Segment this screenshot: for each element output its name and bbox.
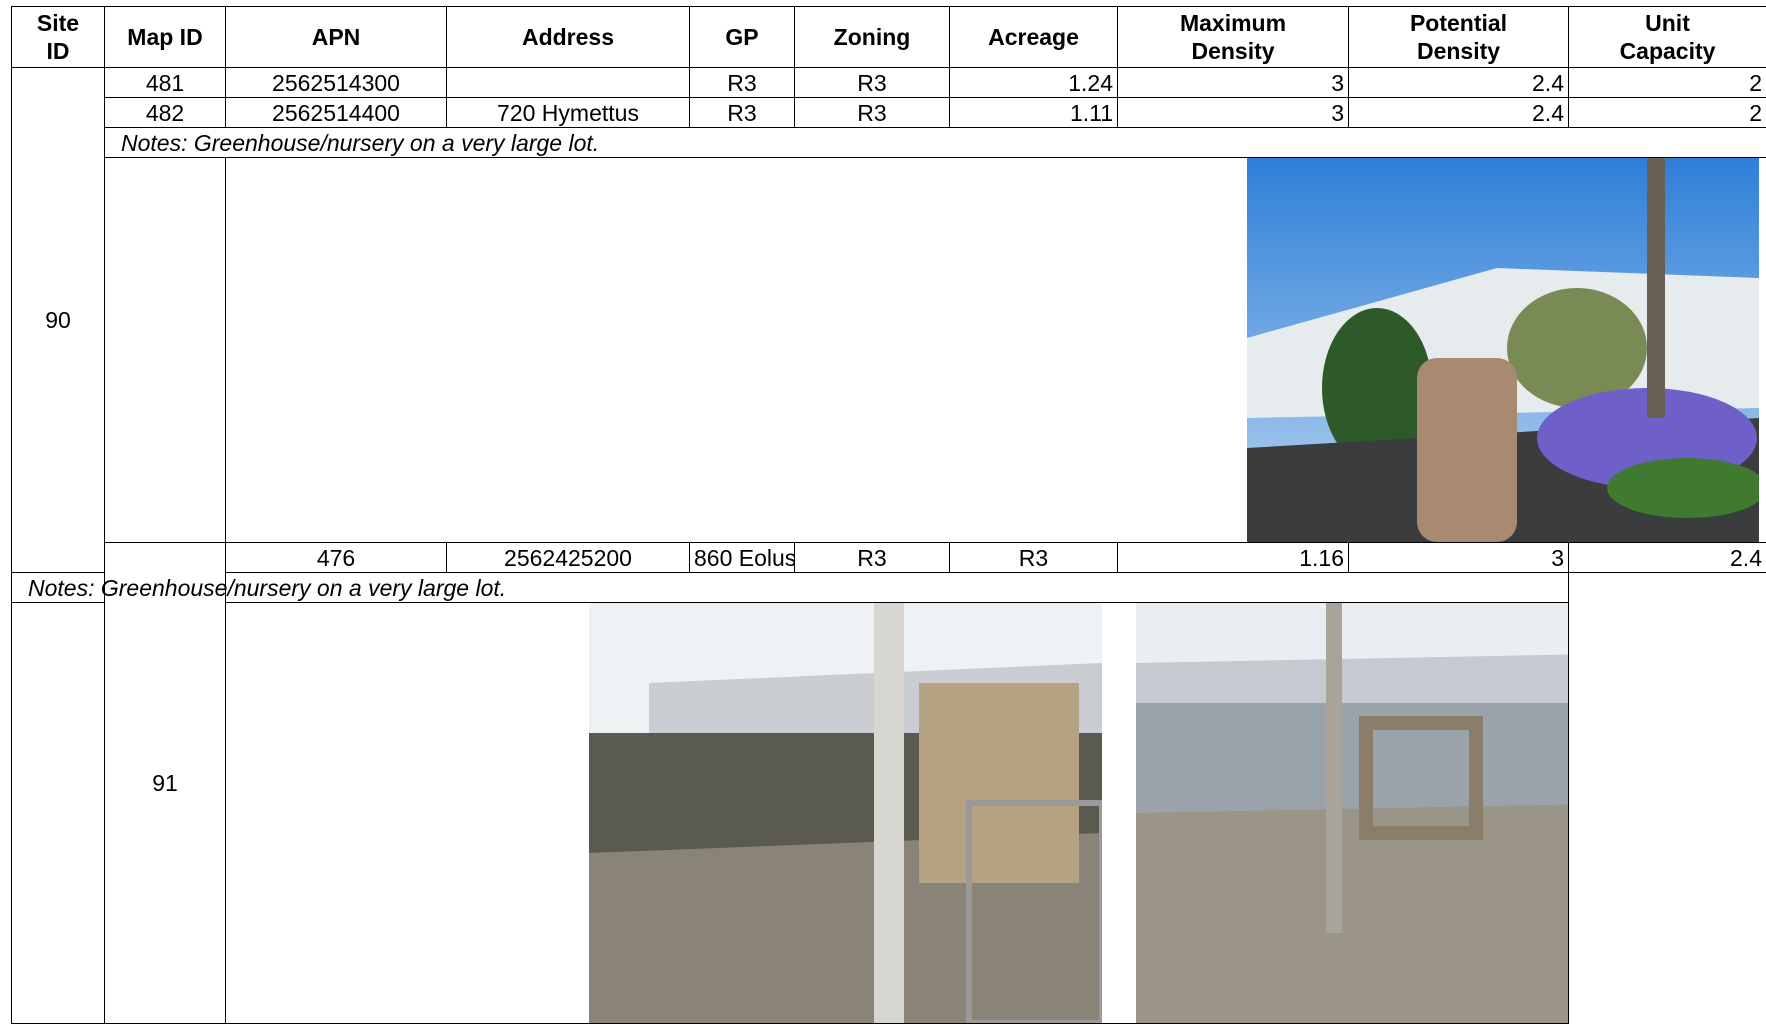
- acreage: 1.16: [1118, 543, 1349, 573]
- header-cell: APN: [226, 7, 447, 68]
- potential-density: 2.4: [1349, 98, 1569, 128]
- unit-capacity: 2: [1569, 98, 1766, 128]
- gp: R3: [795, 543, 950, 573]
- photo-cell: [12, 603, 1569, 1024]
- address: 720 Hymettus: [447, 98, 690, 128]
- zoning: R3: [795, 98, 950, 128]
- sites-table: Site ID Map ID APN Address GP Zoning Acr…: [11, 6, 1766, 1024]
- header-cell: Zoning: [795, 7, 950, 68]
- header-cell: Unit Capacity: [1569, 7, 1766, 68]
- address: [447, 68, 690, 98]
- address: 860 Eolus: [690, 543, 795, 573]
- header-cell: Address: [447, 7, 690, 68]
- map-id: 481: [105, 68, 226, 98]
- page: Site ID Map ID APN Address GP Zoning Acr…: [0, 0, 1766, 997]
- zoning: R3: [950, 543, 1118, 573]
- zoning: R3: [795, 68, 950, 98]
- parcel-row: 482 2562514400 720 Hymettus R3 R3 1.11 3…: [12, 98, 1766, 128]
- gp: R3: [690, 68, 795, 98]
- max-density: 3: [1118, 98, 1349, 128]
- unit-capacity: 2: [1569, 68, 1766, 98]
- photo-cell: [226, 158, 1766, 543]
- apn: 2562514400: [226, 98, 447, 128]
- site-photo: [1247, 158, 1759, 542]
- empty-cell: [105, 158, 226, 543]
- potential-density: 2.4: [1569, 543, 1766, 573]
- apn: 2562514300: [226, 68, 447, 98]
- photo-row: [12, 603, 1766, 1024]
- header-cell: GP: [690, 7, 795, 68]
- site-photo: [1136, 603, 1569, 1023]
- header-cell: Maximum Density: [1118, 7, 1349, 68]
- site-photo: [589, 603, 1102, 1023]
- header-cell: Site ID: [12, 7, 105, 68]
- parcel-row: 90 481 2562514300 R3 R3 1.24 3 2.4 2: [12, 68, 1766, 98]
- notes-row: Notes: Greenhouse/nursery on a very larg…: [12, 128, 1766, 158]
- acreage: 1.11: [950, 98, 1118, 128]
- map-id: 476: [226, 543, 447, 573]
- potential-density: 2.4: [1349, 68, 1569, 98]
- notes: Notes: Greenhouse/nursery on a very larg…: [105, 128, 1766, 158]
- max-density: 3: [1349, 543, 1569, 573]
- acreage: 1.24: [950, 68, 1118, 98]
- header-row: Site ID Map ID APN Address GP Zoning Acr…: [12, 7, 1766, 68]
- gp: R3: [690, 98, 795, 128]
- header-cell: Acreage: [950, 7, 1118, 68]
- max-density: 3: [1118, 68, 1349, 98]
- map-id: 482: [105, 98, 226, 128]
- header-cell: Potential Density: [1349, 7, 1569, 68]
- parcel-row: 91 476 2562425200 860 Eolus R3 R3 1.16 3…: [12, 543, 1766, 573]
- apn: 2562425200: [447, 543, 690, 573]
- site-id: 90: [12, 68, 105, 573]
- notes: Notes: Greenhouse/nursery on a very larg…: [12, 573, 1569, 603]
- header-cell: Map ID: [105, 7, 226, 68]
- photo-row: [12, 158, 1766, 543]
- notes-row: Notes: Greenhouse/nursery on a very larg…: [12, 573, 1766, 603]
